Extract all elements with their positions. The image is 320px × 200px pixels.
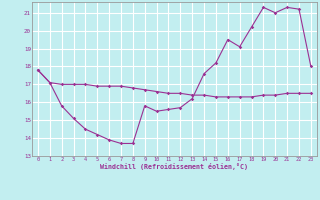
X-axis label: Windchill (Refroidissement éolien,°C): Windchill (Refroidissement éolien,°C): [100, 164, 248, 170]
